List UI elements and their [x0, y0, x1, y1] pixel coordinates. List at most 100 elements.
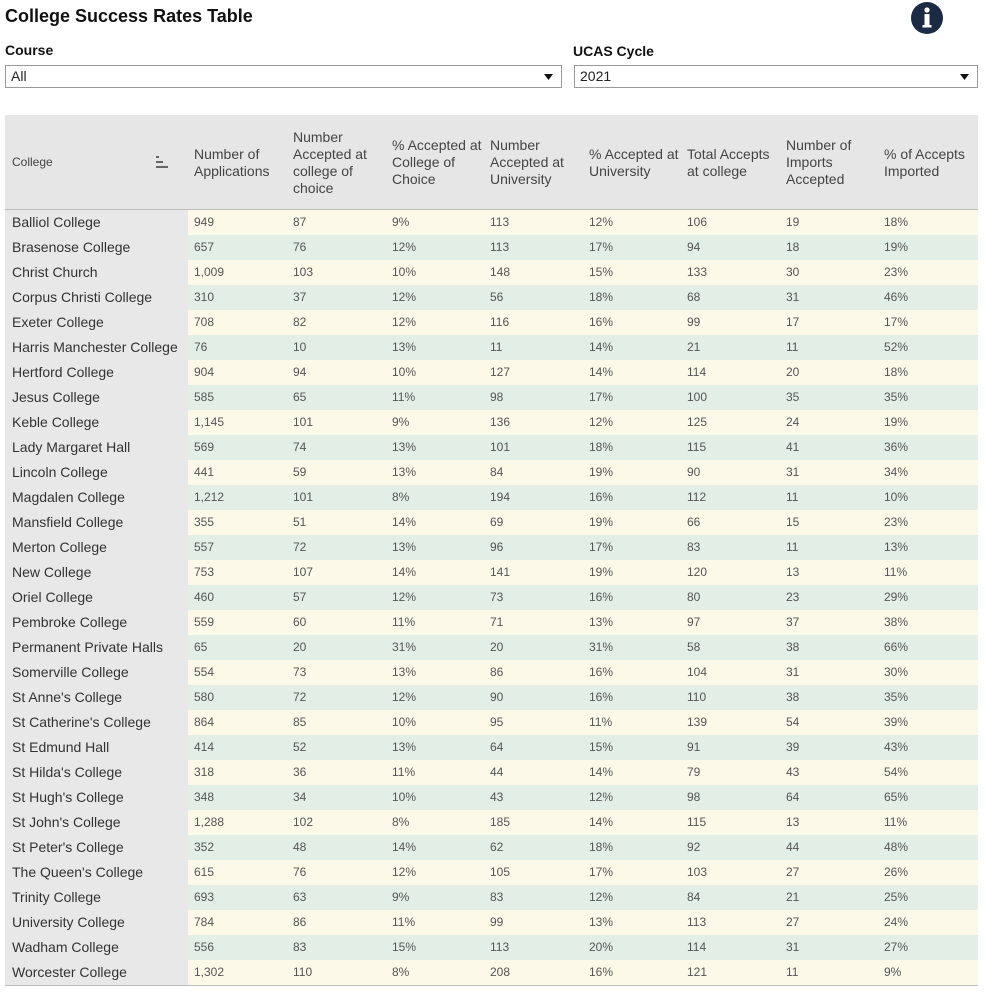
column-header: % of Accepts Imported: [884, 145, 965, 179]
cell-value: 48%: [884, 840, 909, 854]
cell-value: 38%: [884, 615, 909, 629]
cell-value: 16%: [589, 690, 614, 704]
college-name: Lady Margaret Hall: [12, 439, 131, 455]
cell-value: 615: [194, 865, 215, 879]
cell-value: 113: [490, 940, 510, 954]
cell-value: 585: [194, 390, 215, 404]
cell-value: 18%: [884, 215, 909, 229]
cell-value: 39: [786, 740, 800, 754]
cell-value: 115: [687, 440, 707, 454]
cell-value: 18: [786, 240, 800, 254]
cell-value: 121: [687, 965, 708, 979]
cycle-dropdown[interactable]: 2021: [574, 65, 978, 88]
cell-value: 85: [293, 715, 307, 729]
info-icon[interactable]: [910, 1, 944, 35]
cell-value: 66%: [884, 640, 909, 654]
cell-value: 39%: [884, 715, 909, 729]
row-bg: [188, 810, 978, 835]
cell-value: 13%: [392, 340, 417, 354]
row-bg: [188, 785, 978, 810]
cell-value: 84: [490, 465, 504, 479]
row-bg: [188, 860, 978, 885]
cell-value: 83: [293, 940, 307, 954]
row-bg: [188, 485, 978, 510]
cell-value: 12%: [392, 690, 417, 704]
cell-value: 17%: [884, 315, 909, 329]
cell-value: 73: [293, 665, 307, 679]
college-name: Harris Manchester College: [12, 339, 178, 355]
cell-value: 65%: [884, 790, 909, 804]
cell-value: 83: [687, 540, 701, 554]
row-bg: [188, 635, 978, 660]
course-dropdown[interactable]: All: [5, 65, 562, 88]
cell-value: 30: [786, 265, 800, 279]
row-bg: [188, 585, 978, 610]
cell-value: 12%: [589, 415, 614, 429]
sort-icon[interactable]: [155, 155, 169, 169]
cell-value: 76: [293, 240, 307, 254]
cell-value: 56: [490, 290, 504, 304]
cell-value: 13%: [392, 740, 417, 754]
cell-value: 113: [687, 915, 707, 929]
cell-value: 460: [194, 590, 215, 604]
college-name: St Catherine's College: [12, 714, 151, 730]
cell-value: 74: [293, 440, 307, 454]
cell-value: 52%: [884, 340, 909, 354]
cell-value: 10%: [884, 490, 909, 504]
column-header: Number Accepted at University: [490, 137, 564, 187]
cell-value: 54: [786, 715, 800, 729]
cell-value: 90: [490, 690, 504, 704]
cell-value: 11%: [392, 615, 416, 629]
cell-value: 96: [490, 540, 504, 554]
row-bg: [188, 235, 978, 260]
cell-value: 8%: [392, 815, 410, 829]
cell-value: 98: [687, 790, 701, 804]
cell-value: 41: [786, 440, 800, 454]
cell-value: 91: [687, 740, 701, 754]
cell-value: 13%: [884, 540, 909, 554]
cell-value: 13: [786, 565, 800, 579]
column-header: Total Accepts at college: [687, 145, 770, 179]
cell-value: 94: [687, 240, 701, 254]
row-bg: [188, 435, 978, 460]
row-bg: [188, 660, 978, 685]
cell-value: 17%: [589, 865, 614, 879]
cell-value: 31: [786, 290, 800, 304]
cell-value: 114: [687, 365, 707, 379]
cell-value: 348: [194, 790, 215, 804]
cell-value: 46%: [884, 290, 909, 304]
cell-value: 16%: [589, 315, 614, 329]
filter-label: Course: [5, 42, 54, 58]
college-name: Permanent Private Halls: [12, 639, 163, 655]
cell-value: 11%: [392, 390, 416, 404]
cell-value: 86: [490, 665, 504, 679]
cell-value: 559: [194, 615, 215, 629]
cell-value: 37: [786, 615, 800, 629]
cell-value: 414: [194, 740, 215, 754]
cell-value: 113: [490, 240, 510, 254]
cell-value: 15: [786, 515, 800, 529]
college-name: Trinity College: [12, 889, 101, 905]
cell-value: 92: [687, 840, 701, 854]
cell-value: 29%: [884, 590, 909, 604]
cell-value: 13%: [392, 440, 417, 454]
cell-value: 44: [786, 840, 800, 854]
cell-value: 21: [786, 890, 800, 904]
cell-value: 31: [786, 465, 800, 479]
cell-value: 580: [194, 690, 215, 704]
cell-value: 9%: [392, 215, 410, 229]
college-name: Pembroke College: [12, 614, 128, 630]
cell-value: 84: [687, 890, 701, 904]
cell-value: 557: [194, 540, 215, 554]
cell-value: 31%: [589, 640, 614, 654]
cell-value: 185: [490, 815, 511, 829]
cell-value: 556: [194, 940, 215, 954]
cell-value: 105: [490, 865, 511, 879]
cell-value: 355: [194, 515, 215, 529]
cell-value: 136: [490, 415, 511, 429]
cell-value: 20: [786, 365, 800, 379]
cell-value: 112: [687, 490, 707, 504]
cell-value: 68: [687, 290, 701, 304]
cell-value: 9%: [884, 965, 902, 979]
column-header: Number of Imports Accepted: [786, 137, 852, 187]
